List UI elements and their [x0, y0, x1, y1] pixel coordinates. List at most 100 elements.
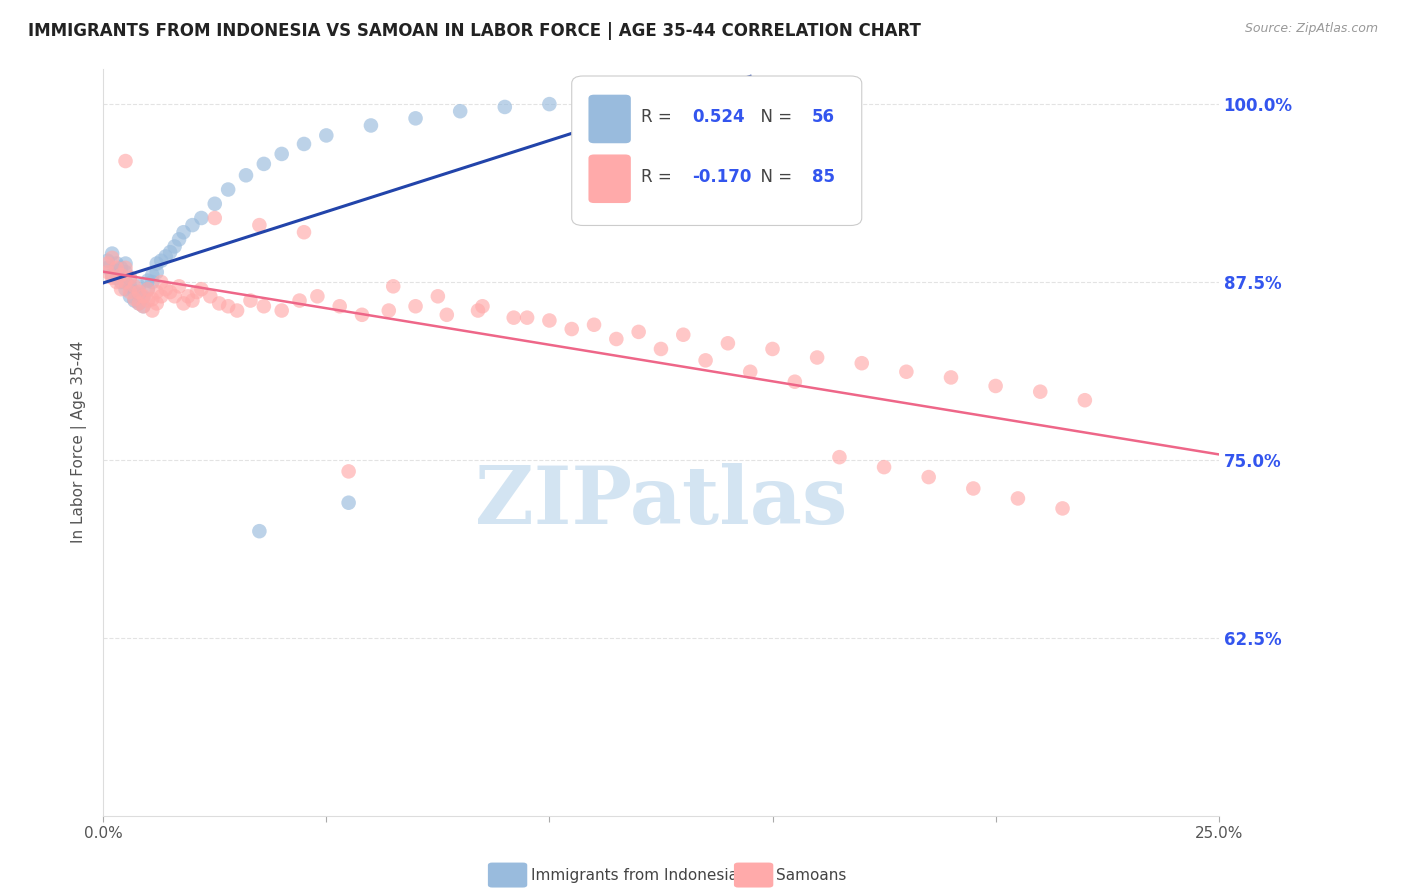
Point	[695, 353, 717, 368]
Point	[672, 327, 695, 342]
Point	[873, 460, 896, 475]
Point	[337, 496, 360, 510]
Point	[204, 211, 226, 225]
Point	[502, 310, 524, 325]
Point	[124, 279, 146, 293]
Point	[150, 275, 173, 289]
Point	[190, 211, 212, 225]
Point	[105, 263, 128, 277]
Point	[136, 282, 159, 296]
Point	[270, 303, 292, 318]
Point	[650, 342, 672, 356]
FancyBboxPatch shape	[589, 154, 631, 203]
Point	[159, 285, 181, 299]
Point	[167, 279, 190, 293]
Point	[253, 157, 276, 171]
Point	[436, 308, 458, 322]
Point	[382, 279, 405, 293]
Point	[717, 133, 740, 147]
FancyBboxPatch shape	[589, 95, 631, 144]
Text: ZIPatlas: ZIPatlas	[475, 463, 846, 541]
Point	[141, 303, 163, 318]
Point	[627, 112, 650, 126]
Point	[208, 296, 231, 310]
Point	[984, 379, 1007, 393]
Point	[186, 285, 208, 299]
Point	[128, 296, 150, 310]
Point	[114, 282, 136, 296]
Point	[118, 270, 141, 285]
Point	[939, 370, 962, 384]
Point	[360, 119, 382, 133]
Point	[128, 279, 150, 293]
Point	[235, 169, 257, 183]
Point	[159, 245, 181, 260]
Point	[270, 147, 292, 161]
Point	[110, 268, 132, 282]
Text: 0.524: 0.524	[692, 108, 745, 126]
Text: N =: N =	[751, 168, 797, 186]
Point	[145, 265, 167, 279]
Point	[329, 299, 352, 313]
Point	[583, 318, 606, 332]
Point	[471, 299, 494, 313]
Point	[538, 313, 561, 327]
Point	[136, 282, 159, 296]
Point	[105, 275, 128, 289]
Point	[204, 196, 226, 211]
Point	[128, 285, 150, 299]
Point	[247, 218, 270, 232]
Point	[155, 282, 177, 296]
Point	[307, 289, 329, 303]
Point	[627, 325, 650, 339]
Point	[1074, 393, 1097, 408]
Point	[101, 246, 124, 260]
Point	[141, 275, 163, 289]
Point	[150, 289, 173, 303]
Point	[145, 285, 167, 299]
Point	[962, 482, 984, 496]
Point	[217, 299, 239, 313]
Point	[118, 270, 141, 285]
Point	[292, 136, 315, 151]
Point	[114, 275, 136, 289]
Point	[200, 289, 222, 303]
Point	[114, 275, 136, 289]
Point	[97, 253, 120, 268]
Point	[101, 270, 124, 285]
Point	[516, 310, 538, 325]
Point	[163, 289, 186, 303]
Point	[918, 470, 941, 484]
Text: Samoans: Samoans	[776, 868, 846, 882]
Point	[405, 112, 427, 126]
Point	[177, 289, 200, 303]
Point	[226, 303, 249, 318]
Point	[141, 268, 163, 282]
Point	[190, 282, 212, 296]
Point	[97, 256, 120, 270]
Point	[136, 293, 159, 308]
Point	[851, 356, 873, 370]
Point	[173, 296, 195, 310]
Point	[806, 351, 828, 365]
Point	[141, 292, 163, 306]
Point	[97, 260, 120, 275]
Point	[292, 225, 315, 239]
Text: Source: ZipAtlas.com: Source: ZipAtlas.com	[1244, 22, 1378, 36]
Point	[740, 365, 762, 379]
Point	[217, 182, 239, 196]
Point	[132, 299, 155, 313]
FancyBboxPatch shape	[572, 76, 862, 226]
Point	[114, 265, 136, 279]
Point	[118, 279, 141, 293]
Point	[583, 119, 606, 133]
Point	[181, 293, 204, 308]
Point	[105, 260, 128, 275]
Point	[145, 256, 167, 270]
Point	[538, 97, 561, 112]
Text: 85: 85	[811, 168, 835, 186]
Point	[561, 322, 583, 336]
Point	[239, 293, 262, 308]
Point	[114, 260, 136, 275]
Point	[110, 260, 132, 275]
